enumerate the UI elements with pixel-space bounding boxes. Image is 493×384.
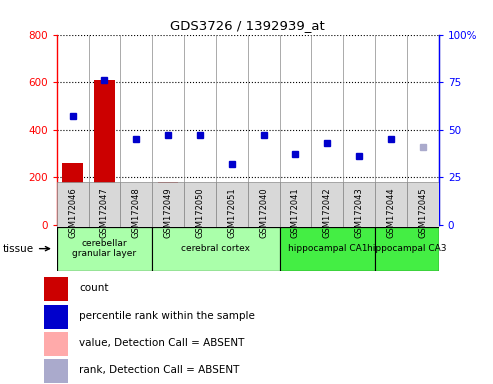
Bar [247, 182, 280, 227]
Text: GSM172042: GSM172042 [323, 188, 332, 238]
Bar [152, 227, 280, 271]
Bar [190, 187, 211, 225]
Bar [44, 359, 68, 384]
Bar [413, 203, 433, 225]
Bar [221, 207, 242, 225]
Bar [349, 208, 370, 225]
Bar [44, 332, 68, 356]
Bar [152, 182, 184, 227]
Text: hippocampal CA3: hippocampal CA3 [367, 244, 447, 253]
Text: cerebellar
granular layer: cerebellar granular layer [72, 239, 137, 258]
Bar [253, 192, 274, 225]
Text: GSM172050: GSM172050 [195, 188, 205, 238]
Bar [280, 182, 312, 227]
Bar [375, 182, 407, 227]
Text: count: count [79, 283, 109, 293]
Bar [126, 196, 146, 225]
Bar [44, 305, 68, 329]
Text: GSM172044: GSM172044 [387, 188, 395, 238]
Text: GSM172051: GSM172051 [227, 188, 236, 238]
Bar [120, 182, 152, 227]
Bar [158, 182, 178, 225]
Text: GSM172043: GSM172043 [354, 188, 364, 238]
Bar [317, 203, 338, 225]
Bar [44, 277, 68, 301]
Bar [94, 80, 115, 225]
Bar [216, 182, 247, 227]
Bar [62, 163, 83, 225]
Text: GSM172045: GSM172045 [419, 188, 427, 238]
Bar [57, 227, 152, 271]
Bar [312, 182, 343, 227]
Bar [343, 182, 375, 227]
Text: GSM172046: GSM172046 [68, 188, 77, 238]
Text: GSM172040: GSM172040 [259, 188, 268, 238]
Bar [285, 206, 306, 225]
Text: hippocampal CA1: hippocampal CA1 [287, 244, 367, 253]
Text: tissue: tissue [3, 243, 49, 254]
Text: rank, Detection Call = ABSENT: rank, Detection Call = ABSENT [79, 365, 240, 375]
Text: cerebral cortex: cerebral cortex [181, 244, 250, 253]
Text: GSM172047: GSM172047 [100, 188, 109, 238]
Text: GSM172048: GSM172048 [132, 188, 141, 238]
Bar [184, 182, 216, 227]
Bar [57, 182, 89, 227]
Text: value, Detection Call = ABSENT: value, Detection Call = ABSENT [79, 338, 245, 348]
Bar [407, 182, 439, 227]
Text: GSM172041: GSM172041 [291, 188, 300, 238]
Bar [280, 227, 375, 271]
Bar [381, 199, 401, 225]
Bar [375, 227, 439, 271]
Text: percentile rank within the sample: percentile rank within the sample [79, 311, 255, 321]
Text: GSM172049: GSM172049 [164, 188, 173, 238]
Title: GDS3726 / 1392939_at: GDS3726 / 1392939_at [171, 19, 325, 32]
Bar [89, 182, 120, 227]
